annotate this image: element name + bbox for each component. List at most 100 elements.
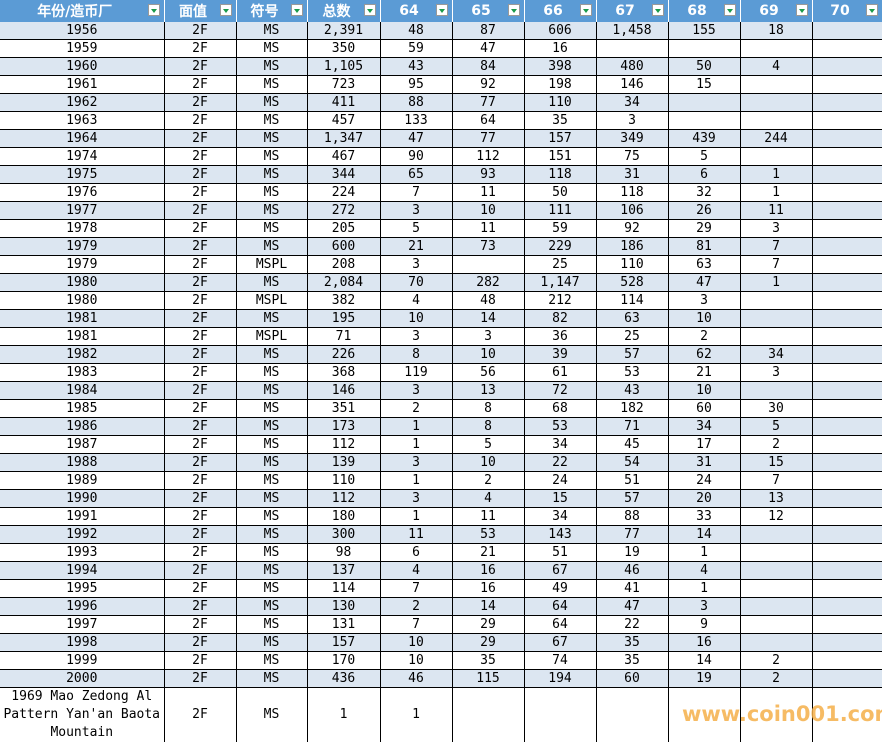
table-cell[interactable]: 119: [380, 363, 453, 382]
table-cell[interactable]: 133: [380, 111, 453, 130]
table-cell[interactable]: 7: [740, 237, 813, 256]
table-cell[interactable]: 272: [307, 201, 381, 220]
table-cell[interactable]: 10: [380, 651, 453, 670]
table-cell[interactable]: 1982: [0, 345, 165, 364]
table-cell[interactable]: 34: [524, 507, 597, 526]
table-cell[interactable]: 90: [380, 147, 453, 166]
table-cell[interactable]: 4: [380, 561, 453, 580]
table-cell[interactable]: 1: [380, 507, 453, 526]
table-cell[interactable]: [812, 381, 882, 400]
table-cell[interactable]: [740, 75, 813, 94]
table-cell[interactable]: [740, 309, 813, 328]
table-cell[interactable]: MS: [236, 345, 308, 364]
table-cell[interactable]: 2F: [164, 471, 237, 490]
table-cell[interactable]: [812, 165, 882, 184]
table-cell[interactable]: 64: [524, 615, 597, 634]
table-cell[interactable]: 2F: [164, 489, 237, 508]
table-cell[interactable]: [812, 345, 882, 364]
table-cell[interactable]: [812, 525, 882, 544]
table-cell[interactable]: MS: [236, 615, 308, 634]
table-cell[interactable]: MS: [236, 93, 308, 112]
table-cell[interactable]: 3: [380, 327, 453, 346]
table-cell[interactable]: [596, 39, 669, 58]
table-cell[interactable]: [812, 39, 882, 58]
table-cell[interactable]: 3: [740, 219, 813, 238]
table-cell[interactable]: 226: [307, 345, 381, 364]
table-cell[interactable]: [812, 399, 882, 418]
table-cell[interactable]: 157: [524, 129, 597, 148]
table-cell[interactable]: [740, 597, 813, 616]
table-cell[interactable]: 411: [307, 93, 381, 112]
table-cell[interactable]: 59: [524, 219, 597, 238]
table-cell[interactable]: [740, 39, 813, 58]
table-cell[interactable]: 72: [524, 381, 597, 400]
table-cell[interactable]: 53: [524, 417, 597, 436]
table-cell[interactable]: 131: [307, 615, 381, 634]
column-header[interactable]: 65: [452, 0, 525, 22]
table-cell[interactable]: 398: [524, 57, 597, 76]
table-cell[interactable]: MS: [236, 183, 308, 202]
table-cell[interactable]: [668, 93, 741, 112]
table-cell[interactable]: 32: [668, 183, 741, 202]
table-cell[interactable]: 300: [307, 525, 381, 544]
table-cell[interactable]: 57: [596, 489, 669, 508]
table-cell[interactable]: 2: [740, 669, 813, 688]
table-cell[interactable]: 65: [380, 165, 453, 184]
table-cell[interactable]: 2F: [164, 633, 237, 652]
table-cell[interactable]: 48: [380, 22, 453, 40]
table-cell[interactable]: 1981: [0, 327, 165, 346]
table-cell[interactable]: 36: [524, 327, 597, 346]
table-cell[interactable]: 71: [596, 417, 669, 436]
table-cell[interactable]: 198: [524, 75, 597, 94]
table-cell[interactable]: 350: [307, 39, 381, 58]
table-cell[interactable]: 2F: [164, 111, 237, 130]
table-cell[interactable]: 4: [740, 57, 813, 76]
table-cell[interactable]: 24: [668, 471, 741, 490]
table-cell[interactable]: 54: [596, 453, 669, 472]
table-cell[interactable]: 1,147: [524, 273, 597, 292]
table-cell[interactable]: 114: [307, 579, 381, 598]
table-cell[interactable]: MS: [236, 363, 308, 382]
table-cell[interactable]: 3: [668, 291, 741, 310]
table-cell[interactable]: 2F: [164, 201, 237, 220]
table-cell[interactable]: 10: [668, 381, 741, 400]
table-cell[interactable]: MS: [236, 687, 308, 742]
table-cell[interactable]: 205: [307, 219, 381, 238]
table-cell[interactable]: 7: [740, 471, 813, 490]
table-cell[interactable]: 43: [380, 57, 453, 76]
table-cell[interactable]: [812, 255, 882, 274]
column-header[interactable]: 符号: [236, 0, 308, 22]
table-cell[interactable]: [812, 22, 882, 40]
column-header[interactable]: 67: [596, 0, 669, 22]
table-cell[interactable]: MS: [236, 453, 308, 472]
table-cell[interactable]: 75: [596, 147, 669, 166]
table-cell[interactable]: 57: [596, 345, 669, 364]
table-cell[interactable]: 439: [668, 129, 741, 148]
table-cell[interactable]: 2F: [164, 363, 237, 382]
table-cell[interactable]: 195: [307, 309, 381, 328]
table-cell[interactable]: 2F: [164, 597, 237, 616]
table-cell[interactable]: 151: [524, 147, 597, 166]
table-cell[interactable]: 88: [380, 93, 453, 112]
table-cell[interactable]: 3: [452, 327, 525, 346]
table-cell[interactable]: [740, 561, 813, 580]
table-cell[interactable]: 31: [596, 165, 669, 184]
table-cell[interactable]: 1994: [0, 561, 165, 580]
table-cell[interactable]: 1976: [0, 183, 165, 202]
column-header[interactable]: 70: [812, 0, 882, 22]
table-cell[interactable]: MS: [236, 22, 308, 40]
table-cell[interactable]: 1998: [0, 633, 165, 652]
table-cell[interactable]: [740, 381, 813, 400]
table-cell[interactable]: [812, 579, 882, 598]
table-cell[interactable]: 15: [740, 453, 813, 472]
table-cell[interactable]: 146: [307, 381, 381, 400]
table-cell[interactable]: 29: [668, 219, 741, 238]
table-cell[interactable]: 48: [452, 291, 525, 310]
table-cell[interactable]: 2,084: [307, 273, 381, 292]
table-cell[interactable]: 606: [524, 22, 597, 40]
table-cell[interactable]: 1: [668, 579, 741, 598]
table-cell[interactable]: 1977: [0, 201, 165, 220]
table-cell[interactable]: 112: [452, 147, 525, 166]
table-cell[interactable]: 1979: [0, 237, 165, 256]
table-cell[interactable]: 2F: [164, 219, 237, 238]
